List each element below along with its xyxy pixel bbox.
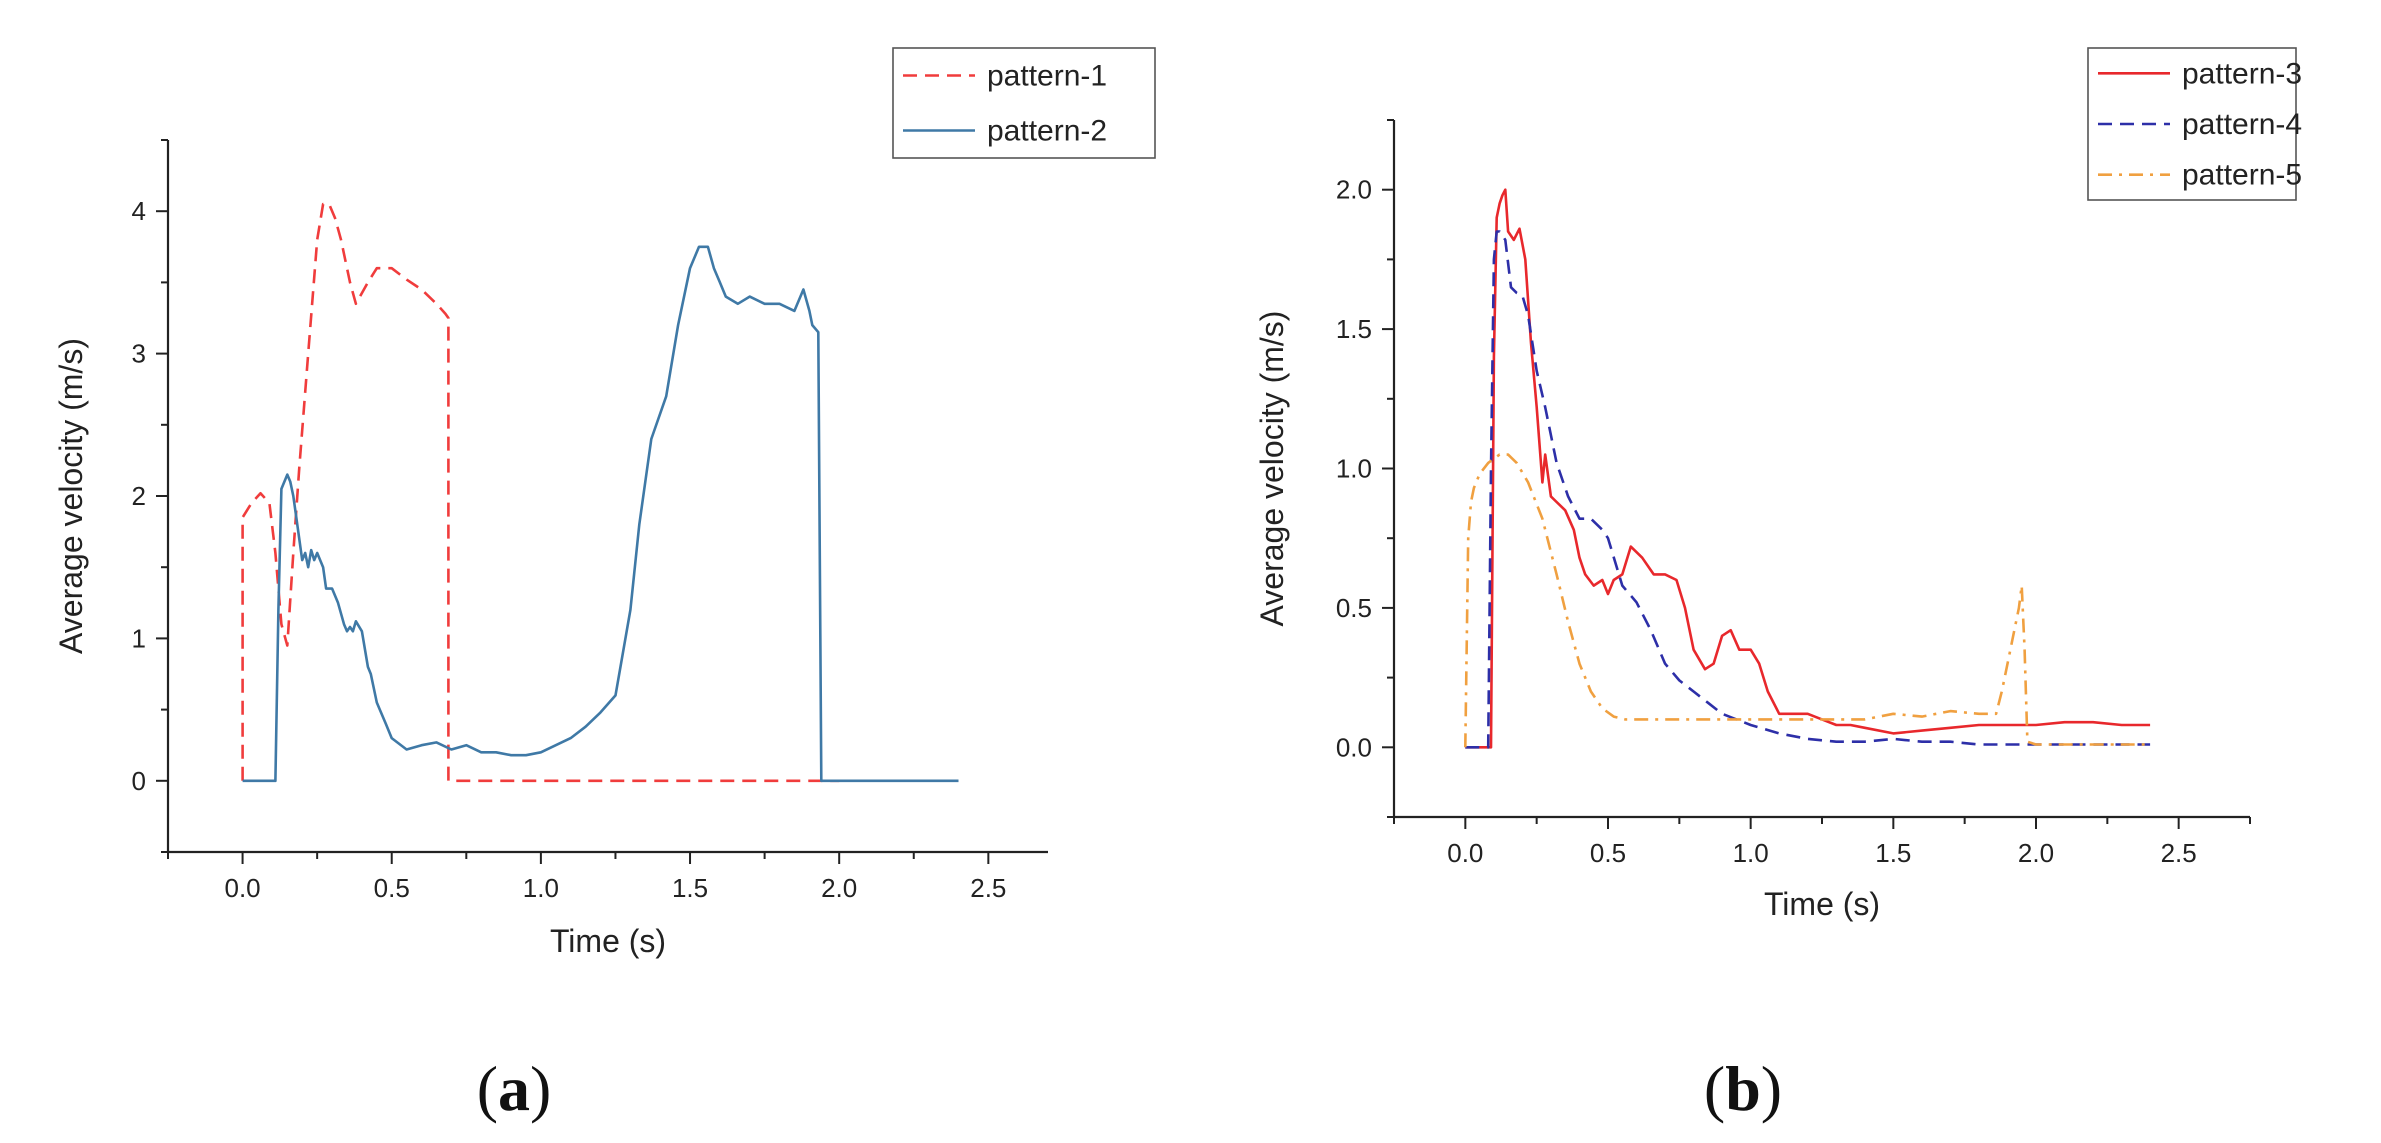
y-axis-title: Average velocity (m/s) xyxy=(53,338,89,654)
panel-label-close: ) xyxy=(1761,1053,1782,1124)
legend-label-pattern-2: pattern-2 xyxy=(987,115,1107,148)
y-tick-label: 2 xyxy=(132,481,146,511)
x-tick-label: 1.5 xyxy=(1875,838,1911,868)
y-tick-label: 0.5 xyxy=(1336,593,1372,623)
x-tick-label: 0.0 xyxy=(1447,838,1483,868)
x-tick-label: 0.5 xyxy=(1590,838,1626,868)
series-line-pattern-4 xyxy=(1465,230,2151,749)
legend: pattern-3 pattern-4 pattern-5 xyxy=(2087,47,2302,201)
y-tick-label: 3 xyxy=(132,339,146,369)
chart-b: 0.0 0.5 1.0 1.5 2.0 2.5 0.0 0.5 1.0 1.5 2.0 Time (s… xyxy=(1254,47,2302,1124)
series-line-pattern-3 xyxy=(1465,188,2151,749)
legend-label-pattern-5: pattern-5 xyxy=(2182,159,2302,192)
legend-label-pattern-4: pattern-4 xyxy=(2182,108,2302,141)
chart-a: 0.0 0.5 1.0 1.5 2.0 2.5 0 1 2 3 4 Time (s) Average v… xyxy=(53,47,1156,1124)
series-line-pattern-5 xyxy=(1464,453,2151,748)
legend-label-pattern-1: pattern-1 xyxy=(987,60,1107,93)
panel-label: (a) xyxy=(477,1053,552,1124)
y-tick-label: 1.5 xyxy=(1336,314,1372,344)
x-tick-label: 2.5 xyxy=(970,873,1006,903)
x-axis-title: Time (s) xyxy=(550,923,666,959)
y-tick-label: 2.0 xyxy=(1336,175,1372,205)
x-tick-label: 2.5 xyxy=(2161,838,2197,868)
panel-label: (b) xyxy=(1704,1053,1782,1124)
y-tick-label: 1.0 xyxy=(1336,454,1372,484)
y-tick-label: 4 xyxy=(132,196,146,226)
panel-label-close: ) xyxy=(530,1053,551,1124)
legend-label-pattern-3: pattern-3 xyxy=(2182,57,2302,90)
x-tick-label: 1.0 xyxy=(523,873,559,903)
y-tick-label: 1 xyxy=(132,623,146,653)
legend-box xyxy=(892,47,1156,159)
series-line-pattern-1 xyxy=(241,202,840,783)
x-tick-label: 1.0 xyxy=(1733,838,1769,868)
y-axis-title: Average velocity (m/s) xyxy=(1254,311,1290,627)
panel-label-letter: b xyxy=(1725,1053,1761,1124)
x-tick-label: 2.0 xyxy=(821,873,857,903)
y-tick-label: 0 xyxy=(132,766,146,796)
x-axis-title: Time (s) xyxy=(1764,886,1880,922)
panel-label-open: ( xyxy=(477,1053,498,1124)
y-tick-label: 0.0 xyxy=(1336,732,1372,762)
legend: pattern-1 pattern-2 xyxy=(892,47,1156,159)
x-tick-label: 2.0 xyxy=(2018,838,2054,868)
panel-label-letter: a xyxy=(498,1053,530,1124)
x-tick-label: 0.0 xyxy=(224,873,260,903)
x-tick-label: 1.5 xyxy=(672,873,708,903)
x-tick-label: 0.5 xyxy=(374,873,410,903)
series-line-pattern-2 xyxy=(242,245,959,783)
panel-label-open: ( xyxy=(1704,1053,1725,1124)
